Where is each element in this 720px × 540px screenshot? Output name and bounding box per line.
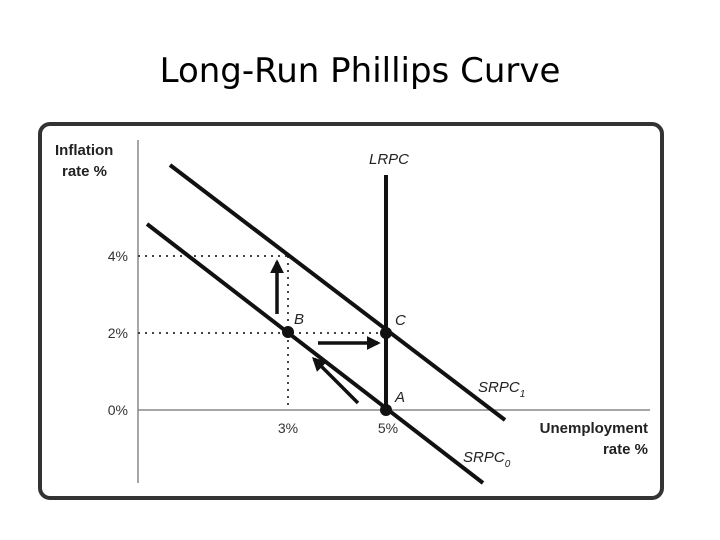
point — [380, 327, 392, 339]
x-axis-label: Unemployment — [540, 420, 648, 437]
label-text: SRPC — [463, 449, 505, 466]
label-subscript: 0 — [505, 459, 511, 470]
x-tick-label: 5% — [378, 420, 398, 436]
lrpc-label: LRPC — [369, 151, 409, 168]
diagram-frame — [38, 122, 664, 500]
point — [380, 404, 392, 416]
point-label: B — [294, 311, 304, 328]
x-axis-label: rate % — [603, 441, 648, 458]
point-label: C — [395, 312, 406, 329]
y-tick-label: 2% — [108, 325, 128, 341]
point — [282, 326, 294, 338]
y-axis-label: Inflation — [55, 142, 113, 159]
point-label: A — [394, 389, 405, 406]
x-tick-label: 3% — [278, 420, 298, 436]
y-tick-label: 4% — [108, 248, 128, 264]
arrow — [312, 357, 360, 405]
srpc0-line — [145, 222, 485, 485]
label-text: SRPC — [478, 379, 520, 396]
y-tick-label: 0% — [108, 402, 128, 418]
srpc1-label: SRPC1 — [478, 379, 525, 400]
y-axis-label: rate % — [62, 163, 107, 180]
srpc1-line — [168, 163, 507, 422]
label-subscript: 1 — [520, 389, 526, 400]
slide-title: Long-Run Phillips Curve — [160, 51, 561, 91]
srpc0-label: SRPC0 — [463, 449, 511, 470]
